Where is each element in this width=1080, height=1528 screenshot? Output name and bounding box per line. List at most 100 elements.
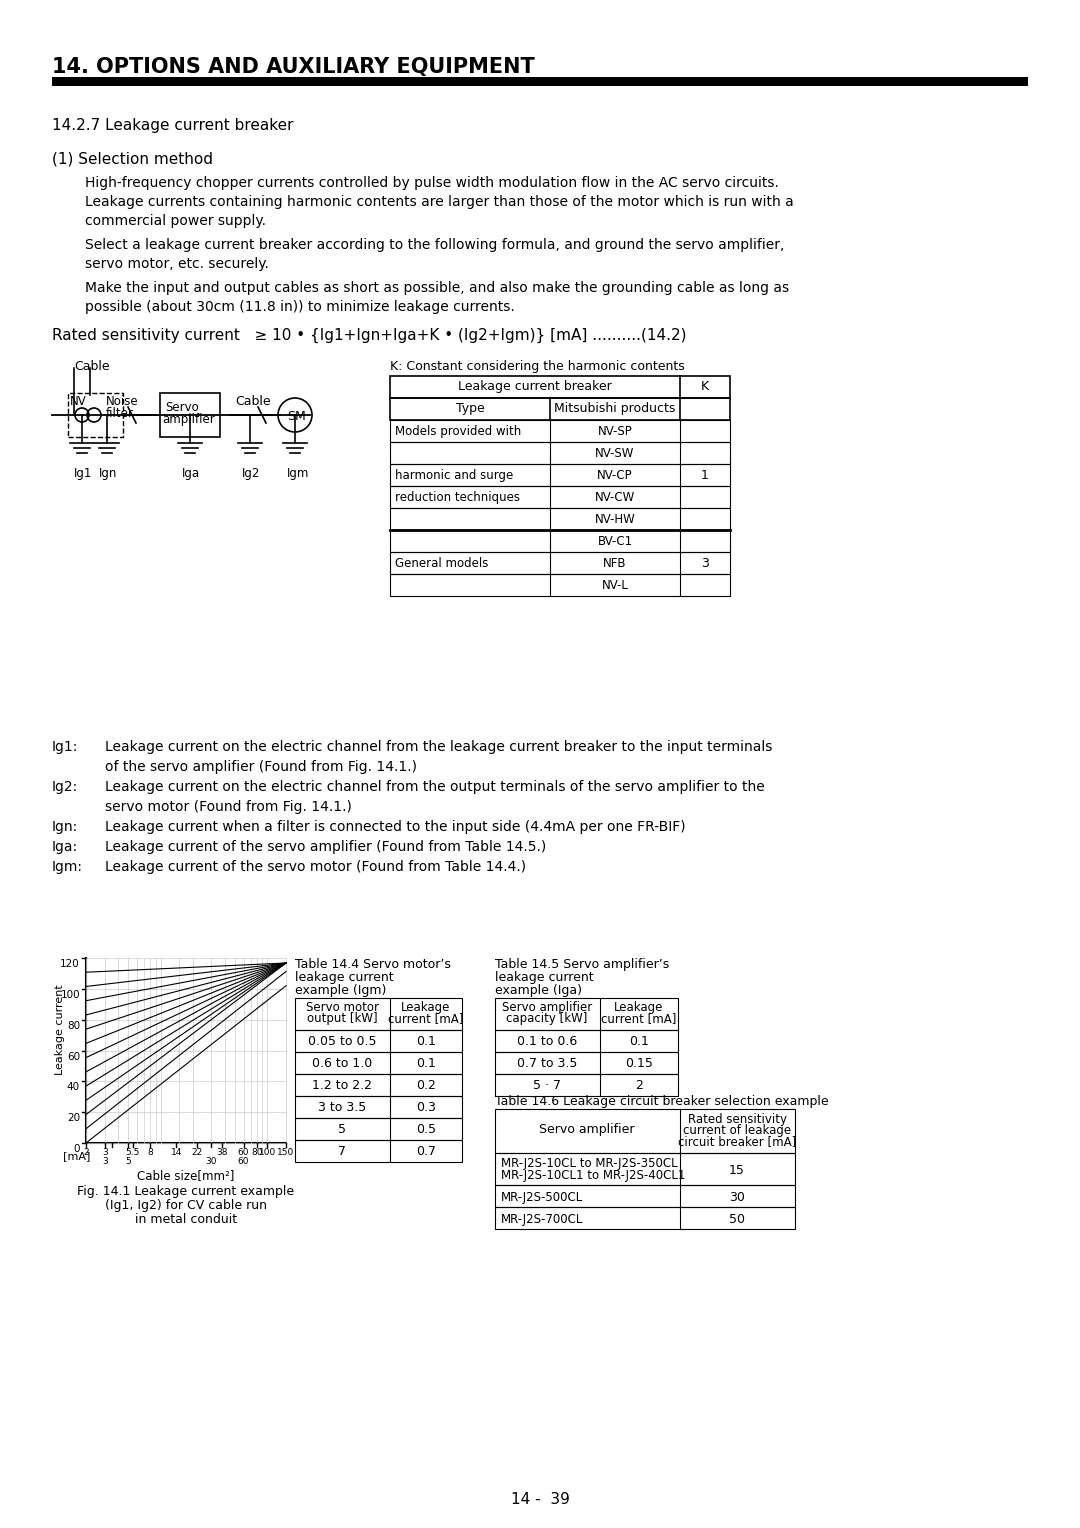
Text: 0.3: 0.3	[416, 1102, 436, 1114]
Text: Type: Type	[456, 402, 484, 416]
Text: NV-HW: NV-HW	[595, 513, 635, 526]
Text: 22: 22	[191, 1148, 203, 1157]
Text: 0.5: 0.5	[416, 1123, 436, 1135]
Text: 0.1: 0.1	[416, 1034, 436, 1048]
Text: Select a leakage current breaker according to the following formula, and ground : Select a leakage current breaker accordi…	[85, 238, 784, 252]
Text: SM: SM	[287, 410, 306, 423]
Text: 40: 40	[67, 1082, 80, 1093]
Text: reduction techniques: reduction techniques	[395, 490, 519, 504]
Text: 30: 30	[729, 1190, 745, 1204]
Text: Cable: Cable	[235, 396, 271, 408]
Text: 14 -  39: 14 - 39	[511, 1491, 569, 1507]
Text: possible (about 30cm (11.8 in)) to minimize leakage currents.: possible (about 30cm (11.8 in)) to minim…	[85, 299, 515, 313]
Text: current of leakage: current of leakage	[683, 1125, 791, 1137]
Text: 3: 3	[102, 1148, 108, 1157]
Bar	[495, 1186, 795, 1207]
Text: Leakage current of the servo amplifier (Found from Table 14.5.): Leakage current of the servo amplifier (…	[105, 840, 546, 854]
Text: servo motor, etc. securely.: servo motor, etc. securely.	[85, 257, 269, 270]
Text: Leakage current breaker: Leakage current breaker	[458, 380, 612, 393]
Text: capacity [kW]: capacity [kW]	[507, 1012, 588, 1025]
Bar	[295, 1030, 462, 1051]
Text: Ign: Ign	[99, 468, 118, 480]
Text: leakage current: leakage current	[495, 970, 594, 984]
Text: NV-SP: NV-SP	[597, 425, 633, 439]
Bar	[495, 1074, 678, 1096]
Text: 5.5: 5.5	[125, 1148, 140, 1157]
Text: servo motor (Found from Fig. 14.1.): servo motor (Found from Fig. 14.1.)	[105, 801, 352, 814]
Text: K: K	[701, 380, 710, 393]
Bar	[495, 998, 678, 1030]
Text: Leakage: Leakage	[402, 1001, 450, 1015]
Text: (Ig1, Ig2) for CV cable run: (Ig1, Ig2) for CV cable run	[105, 1199, 267, 1212]
Text: 100: 100	[60, 990, 80, 999]
Text: MR-J2S-10CL1 to MR-J2S-40CL1: MR-J2S-10CL1 to MR-J2S-40CL1	[501, 1169, 686, 1183]
Bar	[390, 530, 730, 552]
Bar	[495, 1109, 795, 1154]
Text: Rated sensitivity current   ≥ 10 • {Ig1+Ign+Iga+K • (Ig2+Igm)} [mA] ..........(1: Rated sensitivity current ≥ 10 • {Ig1+Ig…	[52, 329, 687, 344]
Text: Servo amplifier: Servo amplifier	[502, 1001, 592, 1015]
Text: Servo: Servo	[165, 400, 199, 414]
Text: current [mA]: current [mA]	[602, 1012, 677, 1025]
Text: in metal conduit: in metal conduit	[135, 1213, 238, 1225]
Bar	[295, 1140, 462, 1161]
Text: leakage current: leakage current	[295, 970, 393, 984]
Text: 60: 60	[238, 1148, 249, 1157]
Text: 100: 100	[258, 1148, 275, 1157]
Text: example (Igm): example (Igm)	[295, 984, 387, 996]
Text: circuit breaker [mA]: circuit breaker [mA]	[678, 1135, 796, 1148]
Text: amplifier: amplifier	[162, 413, 215, 426]
Text: Ig1: Ig1	[75, 468, 93, 480]
Text: Igm:: Igm:	[52, 860, 83, 874]
Text: Leakage current on the electric channel from the leakage current breaker to the : Leakage current on the electric channel …	[105, 740, 772, 753]
Text: Noise: Noise	[106, 396, 138, 408]
Text: filter: filter	[106, 406, 134, 420]
Text: Table 14.4 Servo motor’s: Table 14.4 Servo motor’s	[295, 958, 450, 970]
Bar	[295, 1096, 462, 1118]
Text: 0.7 to 3.5: 0.7 to 3.5	[517, 1057, 577, 1070]
Bar	[52, 76, 1028, 86]
Text: Leakage current on the electric channel from the output terminals of the servo a: Leakage current on the electric channel …	[105, 779, 765, 795]
Text: 8: 8	[147, 1148, 153, 1157]
Text: 0.1 to 0.6: 0.1 to 0.6	[517, 1034, 577, 1048]
Text: 0: 0	[73, 1144, 80, 1154]
Text: K: Constant considering the harmonic contents: K: Constant considering the harmonic con…	[390, 361, 685, 373]
Bar	[495, 1051, 678, 1074]
Text: Models provided with: Models provided with	[395, 425, 522, 439]
Text: 1.2 to 2.2: 1.2 to 2.2	[312, 1079, 372, 1093]
Text: Make the input and output cables as short as possible, and also make the groundi: Make the input and output cables as shor…	[85, 281, 789, 295]
Text: 20: 20	[67, 1114, 80, 1123]
Text: Iga: Iga	[183, 468, 200, 480]
Text: 5 · 7: 5 · 7	[534, 1079, 561, 1093]
Bar	[295, 998, 462, 1030]
Text: Leakage current of the servo motor (Found from Table 14.4.): Leakage current of the servo motor (Foun…	[105, 860, 526, 874]
Text: 5: 5	[338, 1123, 346, 1135]
Text: 80: 80	[67, 1021, 80, 1031]
Text: 5: 5	[125, 1157, 132, 1166]
Text: 1: 1	[701, 469, 708, 481]
Text: BV-C1: BV-C1	[597, 535, 633, 549]
Text: Table 14.5 Servo amplifier’s: Table 14.5 Servo amplifier’s	[495, 958, 670, 970]
Text: NV-SW: NV-SW	[595, 448, 635, 460]
Text: NFB: NFB	[604, 558, 626, 570]
Bar	[68, 393, 123, 437]
Text: (1) Selection method: (1) Selection method	[52, 151, 213, 167]
Text: Cable: Cable	[75, 361, 110, 373]
Text: 14: 14	[171, 1148, 181, 1157]
Text: 60: 60	[67, 1051, 80, 1062]
Text: current [mA]: current [mA]	[389, 1012, 463, 1025]
Bar	[295, 1118, 462, 1140]
Text: 2: 2	[83, 1148, 89, 1157]
Text: Servo amplifier: Servo amplifier	[539, 1123, 635, 1135]
Text: Ig2: Ig2	[242, 468, 260, 480]
Bar	[390, 486, 730, 507]
Bar	[390, 552, 730, 575]
Bar	[495, 1207, 795, 1229]
Text: 14. OPTIONS AND AUXILIARY EQUIPMENT: 14. OPTIONS AND AUXILIARY EQUIPMENT	[52, 57, 535, 76]
Text: 15: 15	[729, 1164, 745, 1177]
Text: MR-J2S-500CL: MR-J2S-500CL	[501, 1190, 583, 1204]
Text: MR-J2S-700CL: MR-J2S-700CL	[501, 1213, 583, 1225]
Text: 0.7: 0.7	[416, 1144, 436, 1158]
Text: Fig. 14.1 Leakage current example: Fig. 14.1 Leakage current example	[78, 1186, 295, 1198]
Text: example (Iga): example (Iga)	[495, 984, 582, 996]
Text: of the servo amplifier (Found from Fig. 14.1.): of the servo amplifier (Found from Fig. …	[105, 759, 417, 775]
